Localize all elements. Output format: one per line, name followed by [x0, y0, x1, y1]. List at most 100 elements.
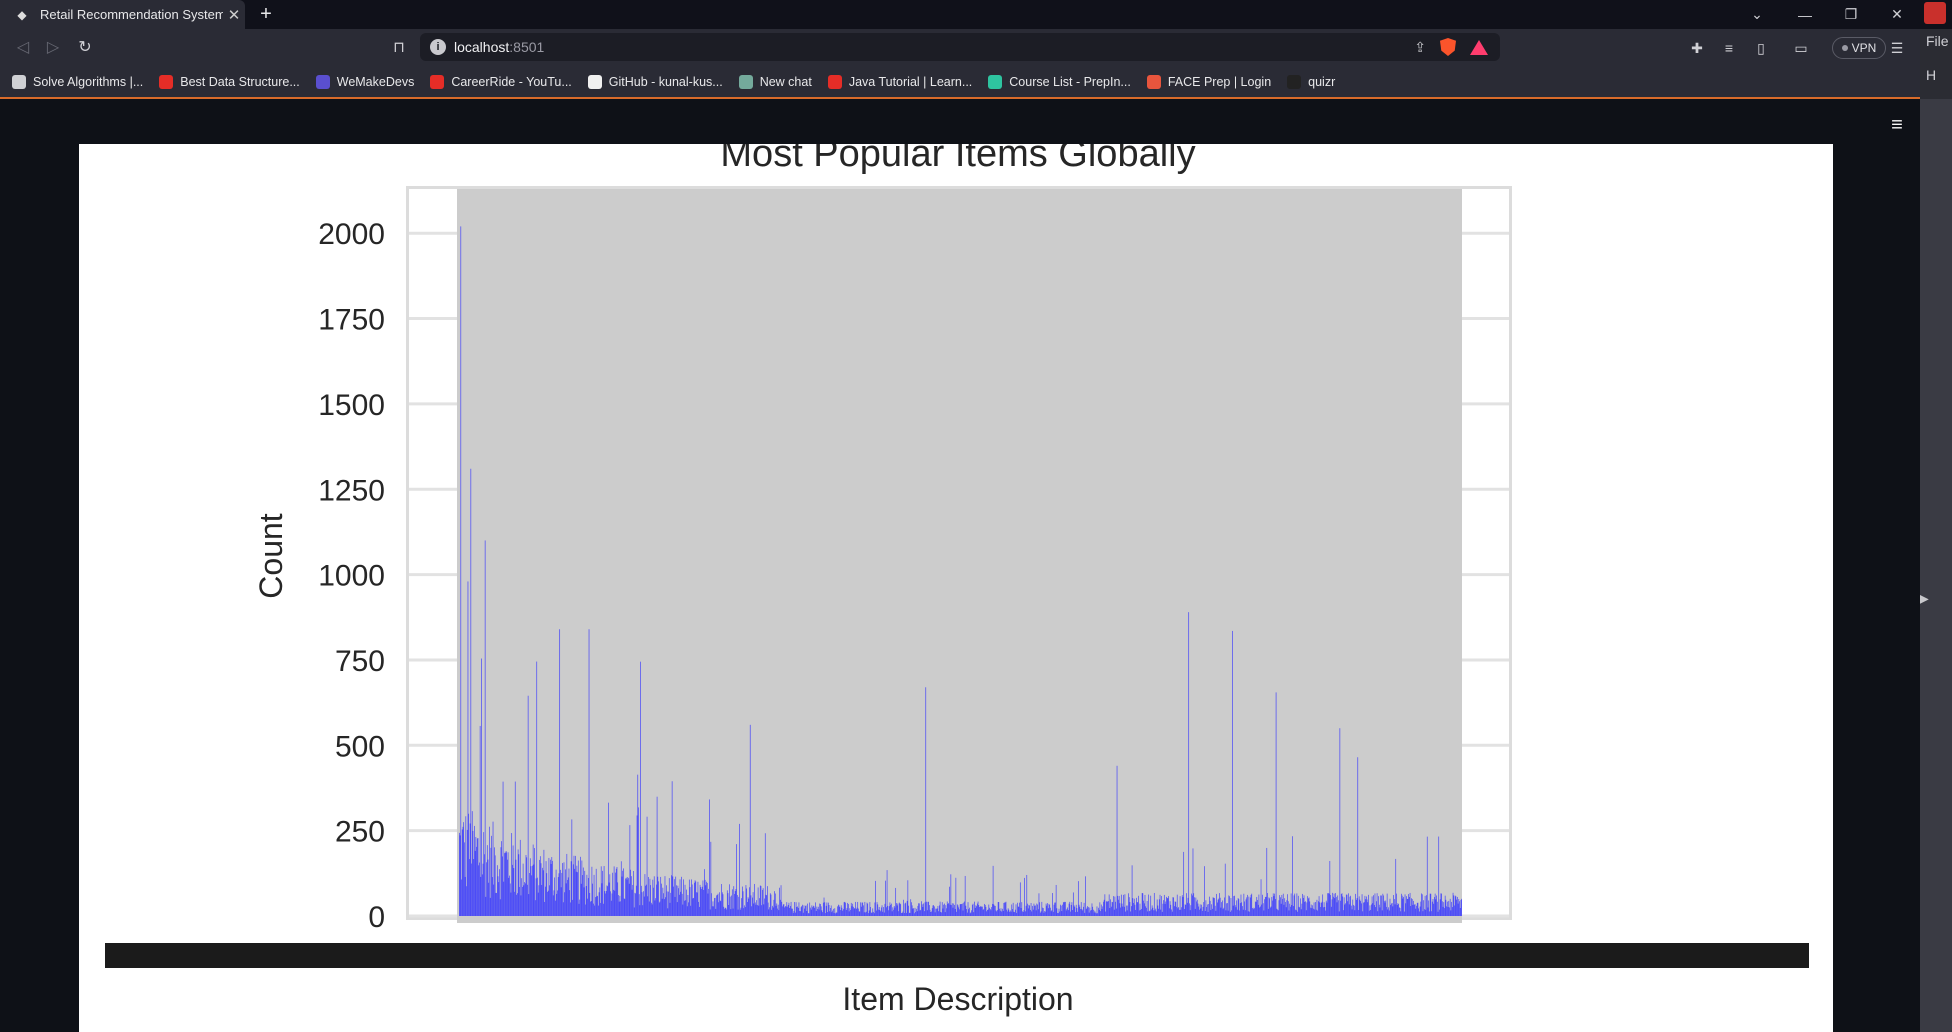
bar: [1432, 899, 1434, 916]
bar: [1438, 836, 1440, 916]
pdf-app-icon[interactable]: [1924, 2, 1946, 24]
expand-panel-arrow-icon[interactable]: ▶: [1918, 590, 1929, 606]
bar: [1429, 893, 1431, 916]
streamlit-menu-icon[interactable]: ≡: [1891, 114, 1903, 136]
bar: [976, 903, 978, 916]
bar: [1401, 893, 1402, 916]
bar: [1446, 906, 1447, 916]
minimize-button[interactable]: —: [1798, 6, 1812, 23]
bar: [1417, 902, 1419, 916]
bar: [973, 912, 975, 916]
bookmarks-bar: Solve Algorithms |... Best Data Structure…: [0, 67, 1920, 99]
bar: [640, 885, 642, 916]
bookmark-item[interactable]: FACE Prep | Login: [1146, 75, 1271, 89]
restore-button[interactable]: ❐: [1844, 6, 1858, 22]
site-info-icon[interactable]: i: [430, 39, 446, 55]
bar: [512, 864, 513, 916]
tab-close-icon[interactable]: ✕: [227, 6, 241, 24]
side-panel-home-label[interactable]: H: [1926, 67, 1937, 83]
bar: [1101, 908, 1103, 916]
bar: [639, 905, 641, 916]
bar: [744, 907, 746, 916]
sidebar-toggle-icon[interactable]: ▯: [1757, 39, 1765, 56]
bookmark-item[interactable]: New chat: [738, 75, 812, 89]
bar: [648, 901, 650, 916]
bar: [567, 877, 569, 916]
extensions-icon[interactable]: ✚: [1691, 39, 1703, 56]
bar: [577, 860, 579, 916]
vpn-button[interactable]: VPN: [1832, 37, 1886, 59]
bookmark-item[interactable]: CareerRide - YouTu...: [430, 75, 572, 89]
bookmark-item[interactable]: WeMakeDevs: [315, 75, 414, 89]
bar: [1302, 897, 1304, 916]
bar: [812, 907, 813, 916]
brave-rewards-icon[interactable]: [1470, 39, 1488, 55]
bar: [1121, 903, 1123, 916]
bar: [1086, 907, 1088, 916]
bookmark-item[interactable]: quizr: [1287, 75, 1335, 89]
bar: [542, 870, 544, 916]
bar: [891, 911, 893, 916]
bar: [1115, 908, 1117, 916]
bookmark-item[interactable]: Course List - PrepIn...: [988, 75, 1131, 89]
bookmark-item[interactable]: GitHub - kunal-kus...: [587, 75, 723, 89]
bar: [750, 895, 752, 916]
bar: [1278, 900, 1280, 916]
new-tab-button[interactable]: +: [260, 3, 272, 25]
bar: [992, 865, 994, 916]
bar: [696, 892, 697, 916]
brave-shields-icon[interactable]: [1440, 38, 1456, 56]
bar: [1385, 900, 1387, 916]
forward-button[interactable]: ▷: [46, 39, 60, 56]
browser-tab[interactable]: ◆ Retail Recommendation System ✕: [0, 0, 245, 29]
bar: [856, 907, 858, 916]
bar: [595, 897, 596, 916]
bar: [874, 902, 876, 916]
y-tick-label: 250: [335, 816, 385, 849]
side-panel-file-label[interactable]: File: [1926, 33, 1949, 49]
tab-search-chevron-icon[interactable]: ⌄: [1751, 6, 1763, 22]
bar: [848, 911, 850, 916]
bookmark-item[interactable]: Best Data Structure...: [159, 75, 300, 89]
bar: [729, 896, 731, 916]
browser-menu-icon[interactable]: ☰: [1890, 39, 1904, 56]
bar: [777, 908, 778, 916]
bar: [1434, 893, 1436, 916]
bar: [580, 883, 582, 916]
bar: [1443, 902, 1445, 916]
bar: [675, 876, 677, 916]
playlist-icon[interactable]: ≡: [1724, 40, 1734, 56]
bar: [1340, 900, 1341, 916]
bar: [946, 908, 947, 916]
bar: [1416, 905, 1417, 916]
back-button[interactable]: ◁: [16, 39, 30, 56]
bar: [1374, 893, 1376, 916]
bar: [1303, 895, 1305, 916]
bar: [1191, 893, 1192, 916]
bar: [544, 901, 545, 916]
share-icon[interactable]: ⇪: [1414, 38, 1426, 55]
bar: [864, 901, 866, 916]
bar: [1009, 910, 1011, 916]
bookmark-item[interactable]: Solve Algorithms |...: [12, 75, 143, 89]
bar: [815, 910, 817, 916]
bar: [1383, 900, 1385, 916]
wallet-icon[interactable]: ▭: [1794, 39, 1808, 56]
address-bar[interactable]: i localhost :8501 ⇪: [420, 33, 1500, 61]
reload-button[interactable]: ↻: [78, 39, 92, 56]
bar: [468, 813, 470, 916]
bar: [804, 908, 806, 916]
bar: [1306, 902, 1308, 916]
bar: [620, 861, 622, 916]
bar: [739, 823, 740, 916]
bar: [597, 905, 599, 916]
bar: [969, 907, 970, 916]
bar: [1265, 896, 1267, 916]
bookmark-page-icon[interactable]: ⊓: [393, 39, 405, 56]
close-window-button[interactable]: ✕: [1891, 6, 1903, 22]
bar: [693, 897, 694, 916]
bar: [838, 905, 840, 916]
bar: [1007, 911, 1008, 916]
bookmark-item[interactable]: Java Tutorial | Learn...: [827, 75, 972, 89]
bar: [1307, 896, 1308, 916]
